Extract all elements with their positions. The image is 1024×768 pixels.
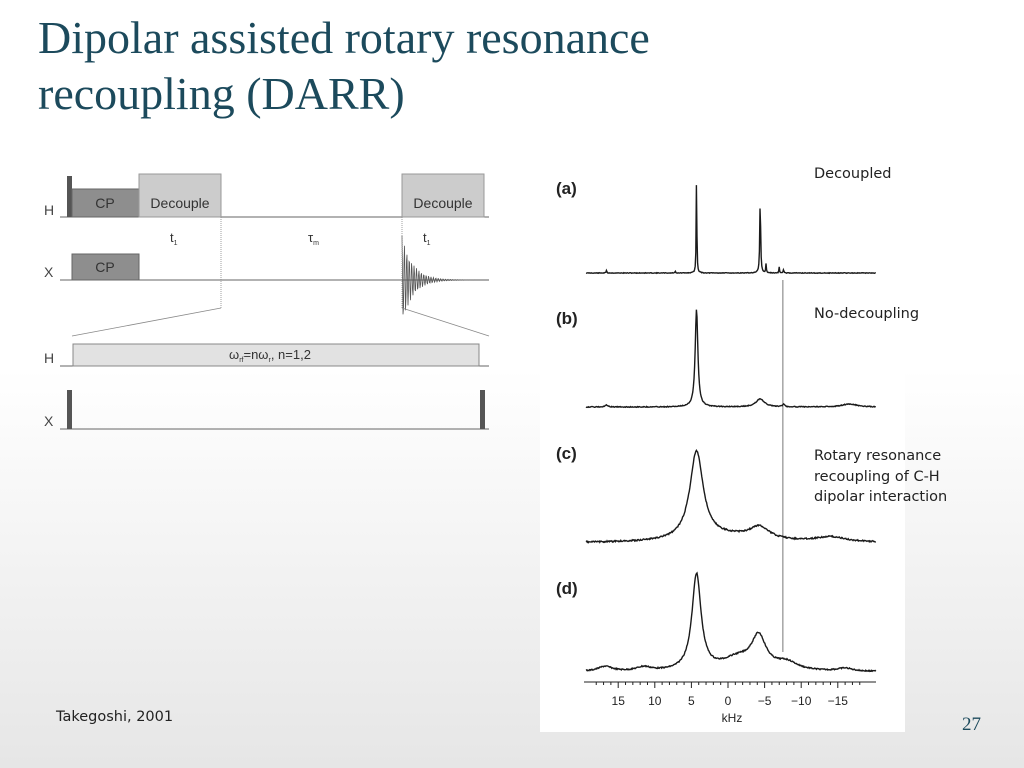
rf-recoupling-block [72,343,480,367]
h-mix-label: H [44,350,54,366]
expansion-line-right [401,307,490,337]
slide-title-line-1: Dipolar assisted rotary resonance [38,12,650,63]
fid-trace [401,235,489,315]
h-90-pulse [67,176,72,217]
x-cp-block [71,253,140,281]
x-axis-tick-label: 5 [688,694,695,708]
annotation-rotary-line-3: dipolar interaction [814,489,948,505]
x-axis-ticks: 15 10 5 0 −5 −10 −15 [595,682,861,708]
t1-label-2: t1 [423,230,431,247]
annotation-rotary-resonance: Rotary resonance recoupling of C-H dipol… [814,446,947,508]
x-axis-tick-label: −5 [758,694,772,708]
spectra-figure: (a) (b) (c) (d) 15 10 5 0 −5 −10 −15 kHz [556,179,877,725]
annotation-rotary-line-1: Rotary resonance [814,448,942,464]
slide-title-line-2: recoupling (DARR) [38,68,405,119]
annotation-no-decoupling: No-decoupling [814,304,919,325]
panel-label-d: (d) [556,579,578,598]
citation: Takegoshi, 2001 [56,709,174,725]
rf-condition-label: ωrf=nωr, n=1,2 [229,347,311,364]
decouple-block-1 [138,173,222,218]
x-mix-pulse-right [480,390,485,429]
spectra-panel: (a) (b) (c) (d) 15 10 5 0 −5 −10 −15 kHz [540,160,905,732]
panel-label-c: (c) [556,444,577,463]
x-axis-tick-label: 10 [648,694,662,708]
spectrum-trace-d [585,571,877,673]
pulse-sequence-diagram: H X H X CP CP Decouple Decouple t1 τm t1… [44,173,490,430]
annotation-decoupled-line: Decoupled [814,166,892,182]
fid-signal [401,235,489,315]
annotation-rotary-line-2: recoupling of C-H [814,468,940,485]
slide-title: Dipolar assisted rotary resonance recoup… [38,10,998,122]
h-channel-label: H [44,202,54,218]
x-axis-unit: kHz [722,711,743,725]
x-mix-pulse-left [67,390,72,429]
decouple-label-2: Decouple [413,195,472,211]
tau-m-label: τm [308,230,319,247]
x-axis-tick-label: 15 [612,694,626,708]
panel-label-a: (a) [556,179,577,198]
annotation-decoupled: Decoupled [814,164,891,185]
expansion-line-left [71,307,222,337]
annotation-no-decoupling-line: No-decoupling [814,306,920,322]
x-mix-label: X [44,413,54,429]
spectrum-trace-a [585,185,876,275]
x-axis-tick-label: −10 [791,694,812,708]
x-channel-label: X [44,264,54,280]
x-axis-tick-label: −15 [828,694,849,708]
h-cp-block [71,188,140,218]
spectrum-trace-b [585,309,876,409]
spectrum-trace-c [585,449,877,544]
h-cp-label: CP [95,195,114,211]
decouple-label-1: Decouple [150,195,209,211]
decouple-block-2 [401,173,485,218]
page-number: 27 [962,714,981,735]
t1-label-1: t1 [170,230,178,247]
x-axis-tick-label: 0 [725,694,732,708]
panel-label-b: (b) [556,309,578,328]
x-cp-label: CP [95,259,114,275]
